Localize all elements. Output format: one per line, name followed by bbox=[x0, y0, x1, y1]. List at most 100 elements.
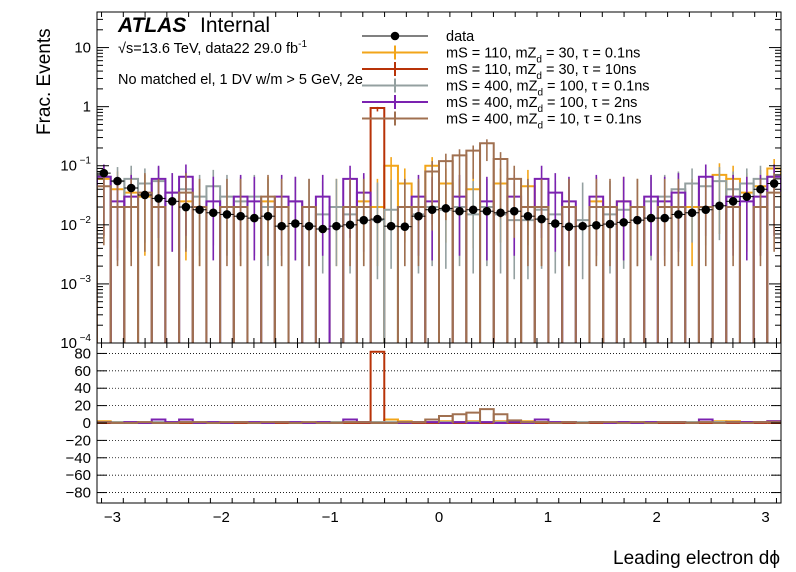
data-point-21 bbox=[386, 221, 396, 231]
data-point-49 bbox=[769, 179, 779, 188]
energy-text: √s=13.6 TeV, data22 29.0 fb-1 bbox=[118, 39, 307, 57]
legend-label-sub-2: d bbox=[537, 88, 543, 99]
data-point-3 bbox=[140, 190, 150, 200]
data-point-46 bbox=[728, 197, 738, 206]
data-point-17 bbox=[332, 221, 341, 231]
y-axis-title: Frac. Events bbox=[34, 28, 55, 135]
data-point-38 bbox=[619, 218, 628, 227]
data-point-20 bbox=[373, 214, 382, 224]
x-tick-label-0: −3 bbox=[104, 509, 121, 526]
legend-label-main-1: mS = 110, mZ bbox=[446, 62, 537, 78]
legend-label-4: mS = 400, mZd = 10, τ = 0.1ns bbox=[446, 112, 641, 132]
data-point-30 bbox=[509, 206, 519, 216]
data-point-31 bbox=[523, 211, 533, 221]
legend-label-main-4: mS = 400, mZ bbox=[446, 112, 538, 128]
data-point-10 bbox=[236, 211, 245, 221]
data-point-1 bbox=[113, 176, 122, 186]
legend-label-suffix-3: = 100, τ = 2ns bbox=[543, 95, 637, 111]
legend-item-0: mS = 110, mZd = 30, τ = 0.1ns bbox=[362, 45, 640, 66]
legend-label-3: mS = 400, mZd = 100, τ = 2ns bbox=[446, 95, 637, 115]
y-bot-tick-label-6: 40 bbox=[74, 380, 91, 397]
data-point-35 bbox=[578, 221, 587, 231]
y-bot-tick-label-7: 60 bbox=[74, 363, 91, 380]
series-4-ratio-bin-12 bbox=[260, 421, 276, 424]
series-4-ratio-bin-18 bbox=[342, 421, 358, 424]
data-point-40 bbox=[646, 213, 656, 223]
data-point-24 bbox=[427, 205, 437, 215]
data-point-11 bbox=[250, 213, 259, 223]
text-layer: ATLAS Internal √s=13.6 TeV, data22 29.0 … bbox=[34, 14, 780, 569]
series-4-ratio-bin-15 bbox=[301, 421, 317, 424]
legend-label-sub-4: d bbox=[537, 121, 543, 132]
data-point-43 bbox=[687, 208, 697, 218]
y-top-tick-label-4: 10 bbox=[60, 276, 77, 293]
data-point-13 bbox=[277, 221, 286, 231]
x-tick-label-5: 2 bbox=[653, 509, 661, 526]
data-point-37 bbox=[605, 219, 615, 229]
atlas-label: ATLAS bbox=[117, 14, 186, 37]
y-top-tick-label-1: 1 bbox=[83, 99, 91, 116]
series-4-ratio-bin-29 bbox=[492, 413, 509, 423]
y-bot-tick-label-8: 80 bbox=[74, 345, 91, 362]
y-top-tick-label-5: 10 bbox=[60, 335, 77, 352]
energy-text-sup: -1 bbox=[298, 39, 307, 50]
y-top-tick-label-2: 10 bbox=[60, 158, 77, 175]
legend-item-4: mS = 400, mZd = 10, τ = 0.1ns bbox=[362, 111, 641, 132]
series-4-ratio-bin-32 bbox=[533, 421, 550, 424]
y-bot-tick-label-2: −40 bbox=[66, 450, 91, 467]
legend-data-marker bbox=[390, 31, 400, 41]
top-panel-marks bbox=[97, 106, 781, 343]
y-bot-tick-label-5: 20 bbox=[74, 398, 91, 415]
y-top-tick-sup-4: −3 bbox=[80, 274, 92, 285]
series-4-ratio-bin-37 bbox=[602, 421, 618, 424]
data-point-42 bbox=[674, 210, 683, 219]
series-4-ratio-bin-7 bbox=[191, 421, 208, 424]
series-4-ratio-bin-44 bbox=[697, 421, 714, 424]
legend-label-suffix-2: = 100, τ = 0.1ns bbox=[543, 79, 650, 95]
data-point-14 bbox=[291, 219, 300, 228]
y-top-tick-sup-5: −4 bbox=[80, 333, 92, 344]
legend-label-suffix-4: = 10, τ = 0.1ns bbox=[543, 112, 641, 128]
data-point-26 bbox=[455, 206, 464, 216]
y-bot-tick-label-4: 0 bbox=[83, 415, 91, 432]
x-tick-label-2: −1 bbox=[322, 509, 339, 526]
legend-label-sub-3: d bbox=[537, 104, 543, 115]
series-4-ratio-bin-28 bbox=[479, 408, 495, 423]
selection-text: No matched el, 1 DV w/m > 5 GeV, 2e bbox=[118, 72, 363, 88]
data-point-39 bbox=[633, 215, 642, 225]
series-4-ratio-bin-31 bbox=[520, 421, 536, 424]
data-point-47 bbox=[742, 192, 752, 201]
series-4-ratio-bin-48 bbox=[752, 421, 769, 424]
series-3-ratio-bin-28 bbox=[479, 421, 495, 424]
legend-label-sub-1: d bbox=[536, 71, 542, 82]
data-point-18 bbox=[345, 220, 355, 230]
y-bot-tick-label-0: −80 bbox=[66, 485, 91, 502]
series-4-ratio-bin-39 bbox=[629, 421, 646, 424]
legend-item-2: mS = 400, mZd = 100, τ = 0.1ns bbox=[362, 78, 650, 99]
legend-label-suffix-0: = 30, τ = 0.1ns bbox=[542, 46, 640, 62]
data-point-48 bbox=[756, 184, 765, 194]
data-point-6 bbox=[181, 202, 191, 212]
legend-data-label: data bbox=[446, 29, 475, 45]
data-point-0 bbox=[99, 168, 109, 178]
data-point-7 bbox=[195, 205, 204, 215]
data-point-2 bbox=[126, 183, 136, 193]
legend-label-main-0: mS = 110, mZ bbox=[446, 46, 537, 62]
data-point-27 bbox=[468, 205, 478, 215]
energy-text-main: √s=13.6 TeV, data22 29.0 fb bbox=[118, 41, 298, 57]
data-point-33 bbox=[550, 219, 560, 228]
y-bot-tick-label-3: −20 bbox=[66, 432, 91, 449]
series-4-ratio-bin-49 bbox=[766, 421, 781, 424]
legend-item-3: mS = 400, mZd = 100, τ = 2ns bbox=[362, 95, 637, 115]
data-point-32 bbox=[537, 214, 546, 224]
legend-item-data: data bbox=[362, 29, 475, 45]
data-point-12 bbox=[263, 211, 273, 221]
legend-label-main-3: mS = 400, mZ bbox=[446, 95, 538, 111]
data-point-29 bbox=[496, 208, 505, 218]
series-1-ratio-bin-20 bbox=[369, 350, 386, 423]
data-point-8 bbox=[208, 208, 218, 218]
x-tick-label-4: 1 bbox=[544, 509, 552, 526]
data-point-5 bbox=[167, 197, 177, 206]
